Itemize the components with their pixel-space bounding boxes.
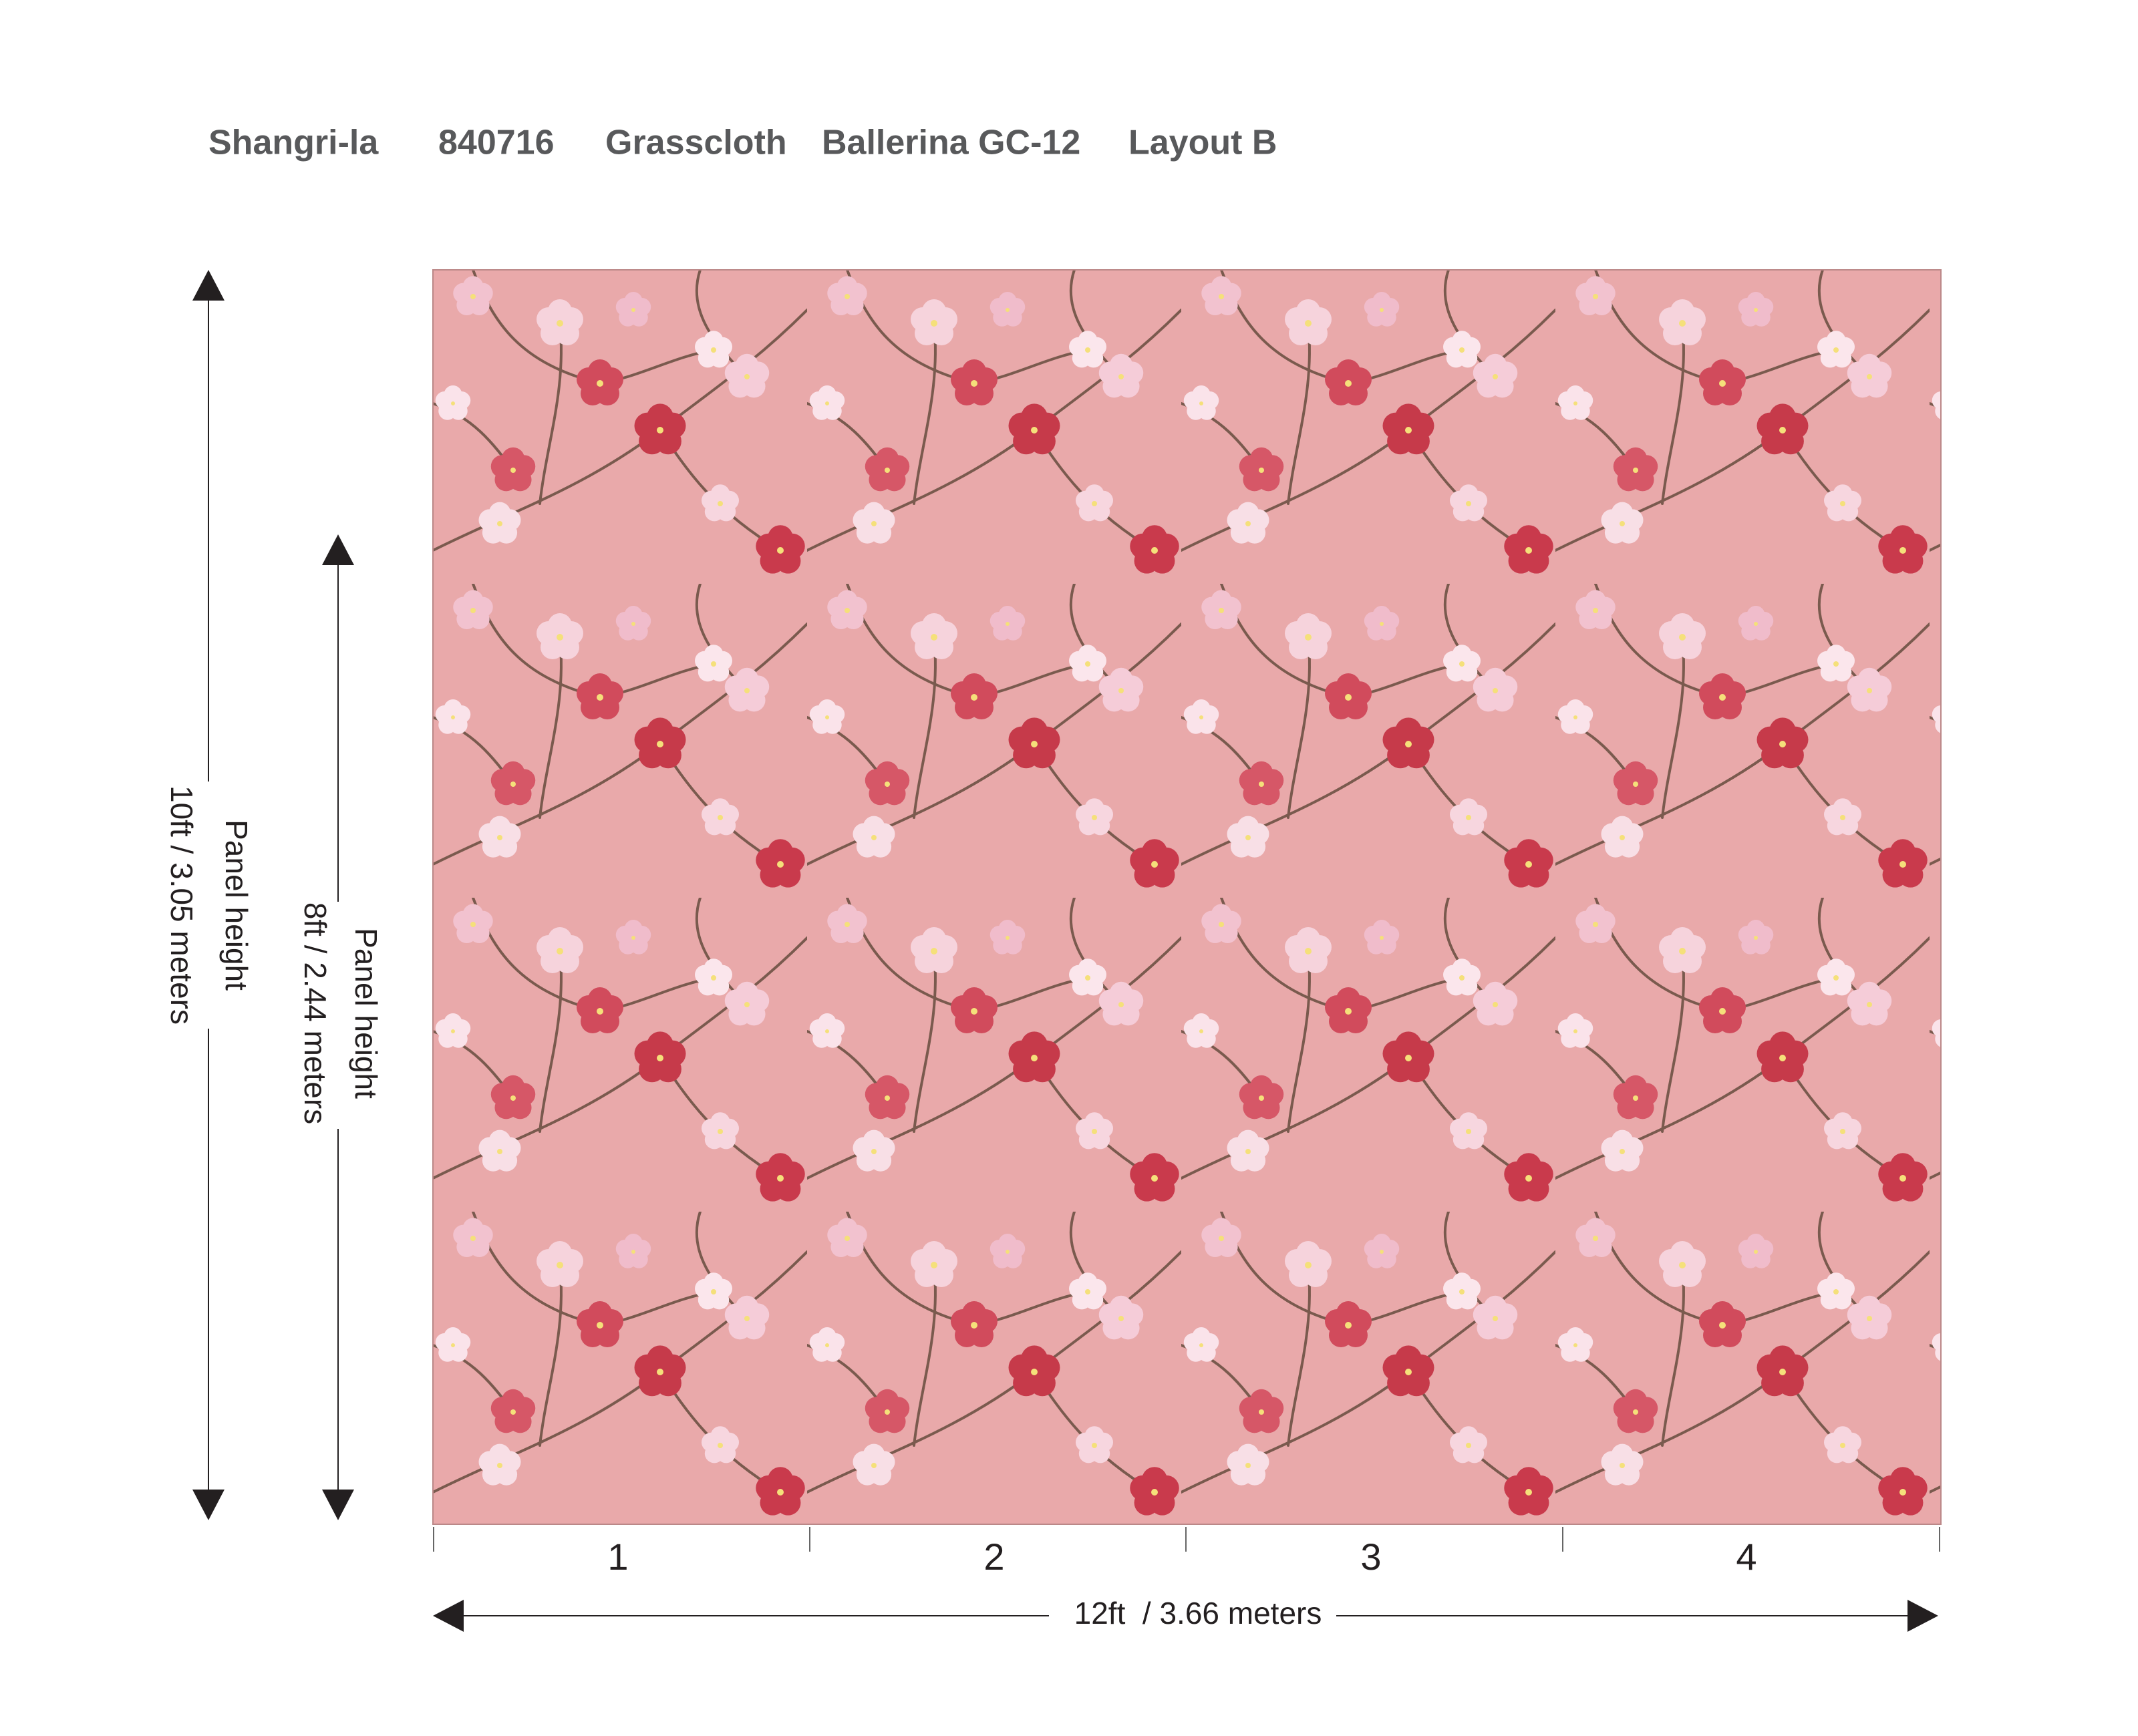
header-item: Ballerina GC-12 [822,124,1080,162]
header-item: Shangri-la [208,124,379,162]
outer-height-size: 10ft / 3.05 meters [164,786,199,1025]
outer-height-arrow [192,270,224,1520]
width-arrow [433,1600,1938,1632]
panel-number: 1 [607,1536,628,1578]
header-item: 840716 [438,124,555,162]
panel-number: 4 [1736,1536,1757,1578]
header-item: Layout B [1128,124,1277,162]
header-item: Grasscloth [605,124,787,162]
panel-number: 2 [983,1536,1004,1578]
outer-height-label: Panel height [219,820,254,991]
width-label: 12ft / 3.66 meters [1074,1596,1322,1630]
panel-number: 3 [1360,1536,1381,1578]
inner-height-arrow [322,534,354,1520]
panel-ticks [433,1527,1940,1552]
inner-height-size: 8ft / 2.44 meters [298,902,333,1124]
wallpaper-preview [432,269,1942,1525]
inner-height-label: Panel height [349,928,384,1099]
